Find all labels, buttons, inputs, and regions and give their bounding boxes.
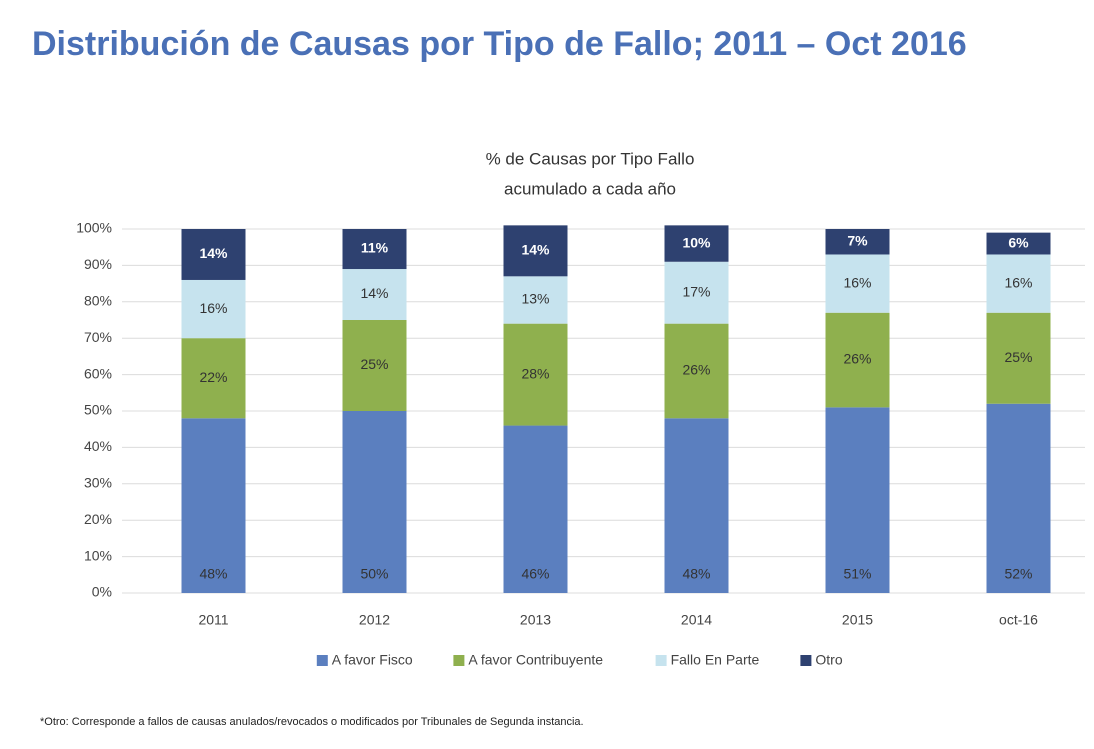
data-label: 14% xyxy=(360,285,388,301)
data-label: 7% xyxy=(847,232,868,248)
data-label: 16% xyxy=(199,300,227,316)
footnote: *Otro: Corresponde a fallos de causas an… xyxy=(40,716,584,728)
bar-segment xyxy=(825,229,890,255)
data-label: 10% xyxy=(682,234,711,250)
y-tick-label: 40% xyxy=(84,438,112,454)
data-label: 16% xyxy=(843,274,871,290)
bar-segment xyxy=(342,411,407,593)
data-label: 22% xyxy=(199,369,227,385)
bar-segment xyxy=(664,225,729,262)
bar-segment xyxy=(342,229,407,270)
legend-swatch xyxy=(655,655,667,666)
bar-segment xyxy=(342,269,407,320)
y-tick-label: 0% xyxy=(92,584,112,600)
bar-segment xyxy=(986,254,1051,313)
legend-label: Fallo En Parte xyxy=(671,652,760,668)
page-title: Distribución de Causas por Tipo de Fallo… xyxy=(32,25,967,63)
bar-segment xyxy=(664,323,729,419)
legend-swatch xyxy=(316,655,328,666)
y-tick-label: 80% xyxy=(84,293,112,309)
y-tick-label: 30% xyxy=(84,475,112,491)
data-label: 14% xyxy=(521,242,550,258)
bar-segment xyxy=(986,403,1051,593)
data-label: 26% xyxy=(843,351,871,367)
data-label: 16% xyxy=(1004,274,1032,290)
data-label: 17% xyxy=(682,283,710,299)
data-label: 26% xyxy=(682,362,710,378)
y-tick-label: 50% xyxy=(84,402,112,418)
bar-segment xyxy=(181,279,246,339)
bar-segment xyxy=(825,312,890,408)
legend-label: A favor Contribuyente xyxy=(468,652,603,668)
data-label: 14% xyxy=(199,245,228,261)
data-label: 28% xyxy=(521,365,549,381)
bar-segment xyxy=(825,254,890,313)
legend-label: A favor Fisco xyxy=(332,652,413,668)
x-tick-label: 2013 xyxy=(520,612,551,628)
y-tick-label: 20% xyxy=(84,511,112,527)
legend-swatch xyxy=(800,655,812,666)
x-tick-label: 2012 xyxy=(359,612,390,628)
x-tick-label: oct-16 xyxy=(999,612,1038,628)
legend-label: Otro xyxy=(815,652,842,668)
data-label: 46% xyxy=(521,566,549,582)
bar-segment xyxy=(503,425,568,593)
data-label: 25% xyxy=(360,356,388,372)
bar-segment xyxy=(181,229,246,280)
chart-subtitle: acumulado a cada año xyxy=(504,179,676,198)
chart-subtitle: % de Causas por Tipo Fallo xyxy=(486,149,695,168)
bar-segment xyxy=(503,276,568,324)
y-tick-label: 60% xyxy=(84,365,112,381)
y-tick-label: 10% xyxy=(84,547,112,563)
bar-segment xyxy=(664,261,729,324)
bar-segment xyxy=(181,338,246,419)
bar-segment xyxy=(503,323,568,426)
bar-segment xyxy=(503,225,568,277)
x-tick-label: 2011 xyxy=(198,612,228,628)
y-tick-label: 70% xyxy=(84,329,112,345)
y-tick-label: 90% xyxy=(84,256,112,272)
data-label: 13% xyxy=(521,291,549,307)
data-label: 48% xyxy=(682,566,710,582)
x-tick-label: 2015 xyxy=(842,612,873,628)
bar-segment xyxy=(181,418,246,593)
data-label: 11% xyxy=(361,240,389,256)
legend-swatch xyxy=(453,655,465,666)
data-label: 6% xyxy=(1008,234,1029,250)
data-label: 51% xyxy=(843,566,871,582)
y-tick-label: 100% xyxy=(76,220,112,236)
bar-segment xyxy=(986,312,1051,404)
x-tick-label: 2014 xyxy=(681,612,712,628)
data-label: 48% xyxy=(199,566,227,582)
data-label: 25% xyxy=(1004,349,1032,365)
bar-segment xyxy=(986,232,1051,255)
bar-segment xyxy=(342,320,407,411)
bar-segment xyxy=(664,418,729,593)
data-label: 50% xyxy=(360,566,388,582)
bar-segment xyxy=(825,407,890,593)
data-label: 52% xyxy=(1004,566,1032,582)
